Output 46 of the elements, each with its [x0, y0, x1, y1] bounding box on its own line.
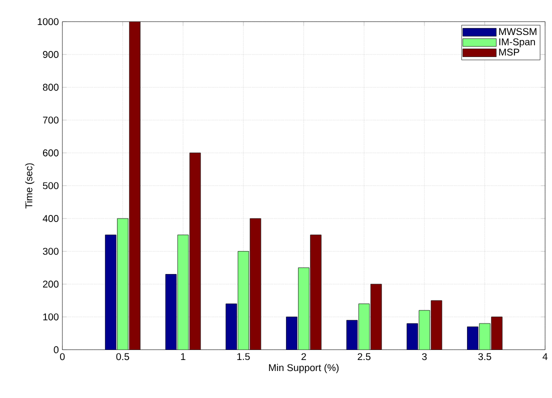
y-tick-label: 500: [42, 182, 59, 190]
bar: [177, 234, 189, 350]
bar: [467, 326, 478, 350]
bar: [298, 268, 310, 350]
x-tick-label: 2.5: [358, 353, 370, 360]
y-tick-label: 0: [54, 346, 59, 354]
y-axis-title: Time (sec): [25, 163, 34, 208]
y-tick-label: 700: [43, 116, 59, 124]
bar: [370, 284, 382, 350]
bar: [286, 316, 298, 350]
legend-label: IM-Span: [499, 38, 535, 48]
bar: [189, 152, 201, 350]
bar: [226, 304, 237, 350]
bar: [430, 300, 442, 350]
x-tick-label: 0.5: [116, 353, 130, 360]
y-tick-label: 400: [42, 215, 59, 222]
bar: [358, 304, 370, 350]
bar: [250, 218, 262, 350]
x-tick-label: 1.5: [237, 353, 250, 360]
bar: [418, 310, 430, 350]
y-tick-label: 900: [42, 51, 59, 58]
bar: [406, 323, 418, 350]
bar: [346, 320, 358, 350]
bar: [479, 323, 490, 350]
x-tick-label: 0: [60, 353, 65, 360]
x-tick-label: 2: [302, 353, 306, 360]
bar: [129, 22, 140, 350]
bar: [310, 234, 322, 350]
legend-label: MSP: [499, 48, 520, 56]
y-tick-label: 100: [43, 313, 59, 320]
y-tick-label: 1000: [38, 18, 59, 26]
bar: [238, 251, 250, 350]
bar: [491, 316, 502, 350]
y-tick-label: 800: [42, 84, 59, 91]
bar: [105, 234, 116, 350]
x-tick-label: 3: [422, 353, 427, 360]
y-tick-label: 600: [43, 149, 59, 156]
x-tick-label: 1: [181, 353, 186, 360]
y-tick-label: 300: [42, 248, 59, 255]
legend-label: MWSSM: [499, 28, 536, 36]
y-tick-label: 200: [43, 280, 59, 288]
bar: [165, 274, 177, 350]
x-tick-label: 3.5: [478, 353, 492, 360]
x-tick-label: 4: [542, 353, 548, 360]
bar: [117, 218, 128, 350]
x-axis-title: Min Support (%): [269, 364, 339, 374]
